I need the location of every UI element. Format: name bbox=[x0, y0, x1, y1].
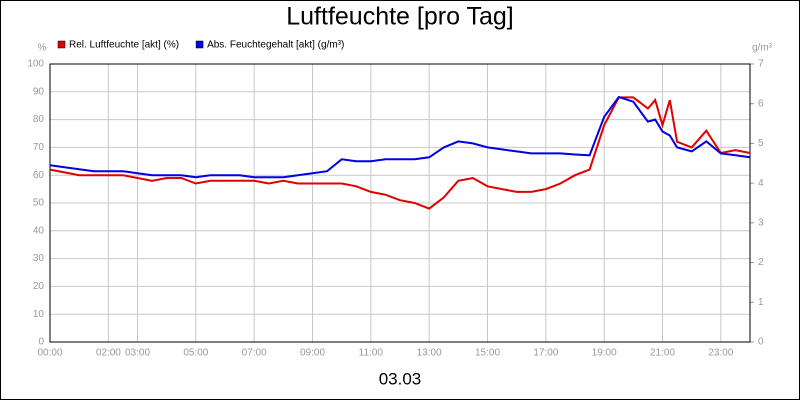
plot-border bbox=[49, 63, 751, 343]
x-tick-label: 07:00 bbox=[242, 348, 267, 359]
y-tick-label: 100 bbox=[27, 59, 44, 70]
x-tick-label: 23:00 bbox=[708, 348, 733, 359]
y2-tick-label: 5 bbox=[758, 138, 764, 149]
x-tick-label: 09:00 bbox=[300, 348, 325, 359]
y-tick-label: 30 bbox=[33, 253, 45, 264]
line-series bbox=[49, 95, 751, 179]
y2-tick-label: 0 bbox=[758, 337, 764, 348]
x-tick-label: 03:00 bbox=[125, 348, 150, 359]
y-tick-label: 40 bbox=[33, 225, 45, 236]
y-axis-unit: % bbox=[38, 43, 47, 54]
legend-label: Abs. Feuchtegehalt [akt] (g/m³) bbox=[207, 40, 344, 51]
chart-title: Luftfeuchte [pro Tag] bbox=[286, 3, 513, 31]
y2-tick-label: 7 bbox=[758, 59, 764, 70]
line-series bbox=[49, 96, 751, 210]
x-tick-label: 17:00 bbox=[533, 348, 558, 359]
x-tick-label: 13:00 bbox=[417, 348, 442, 359]
y-tick-label: 80 bbox=[33, 114, 45, 125]
x-tick-label: 15:00 bbox=[475, 348, 500, 359]
y2-axis-unit: g/m³ bbox=[752, 43, 773, 54]
legend-label: Rel. Luftfeuchte [akt] (%) bbox=[69, 40, 179, 51]
y2-tick-label: 3 bbox=[758, 217, 764, 228]
y-tick-label: 60 bbox=[33, 170, 45, 181]
y2-tick-label: 6 bbox=[758, 98, 764, 109]
y2-tick-label: 1 bbox=[758, 297, 764, 308]
x-tick-label: 00:00 bbox=[37, 348, 62, 359]
legend-swatch bbox=[195, 40, 204, 49]
x-tick-label: 19:00 bbox=[592, 348, 617, 359]
y-tick-label: 50 bbox=[33, 198, 45, 209]
y-tick-label: 90 bbox=[33, 86, 45, 97]
y-tick-label: 0 bbox=[38, 337, 44, 348]
x-tick-label: 05:00 bbox=[183, 348, 208, 359]
subtitle: 03.03 bbox=[379, 369, 422, 388]
y2-tick-label: 2 bbox=[758, 257, 764, 268]
y2-tick-label: 4 bbox=[758, 178, 764, 189]
y-tick-label: 20 bbox=[33, 281, 45, 292]
x-tick-label: 11:00 bbox=[359, 348, 384, 359]
y-tick-label: 70 bbox=[33, 142, 45, 153]
x-tick-label: 21:00 bbox=[650, 348, 675, 359]
legend-swatch bbox=[57, 40, 66, 49]
y-tick-label: 10 bbox=[33, 309, 45, 320]
x-tick-label: 02:00 bbox=[96, 348, 121, 359]
